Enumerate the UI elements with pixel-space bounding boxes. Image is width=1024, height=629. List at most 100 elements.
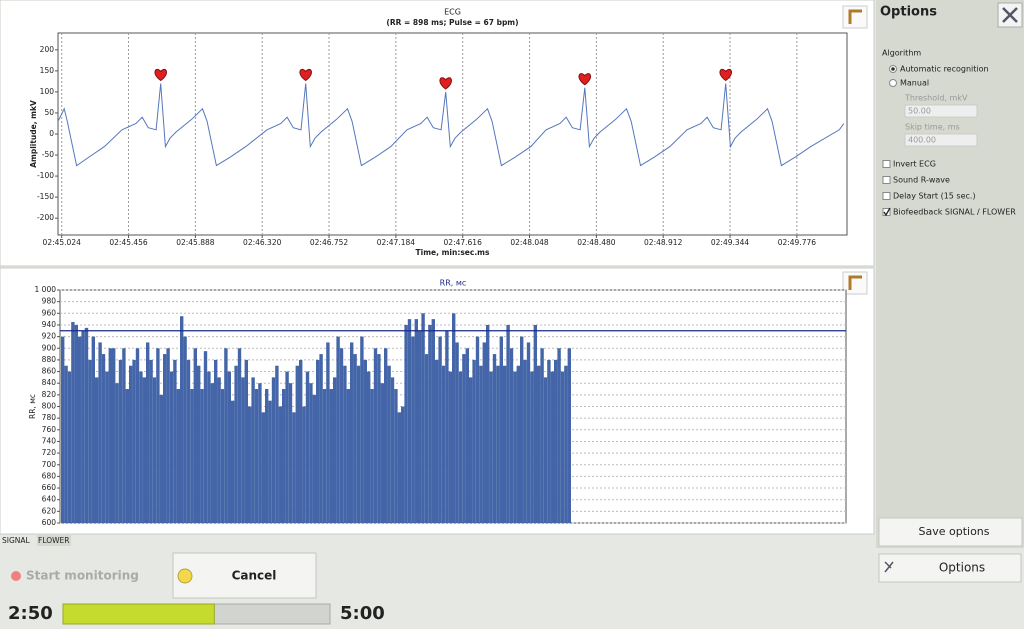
- rr-bar: [305, 371, 310, 523]
- rr-bar: [394, 389, 398, 523]
- rr-bar: [489, 371, 493, 523]
- rr-bar: [309, 383, 313, 523]
- rr-bar: [462, 354, 466, 523]
- rr-bar: [435, 359, 439, 523]
- rr-bar: [254, 389, 259, 523]
- rr-bar: [190, 389, 194, 523]
- rr-bar: [129, 365, 133, 523]
- chart-title: ECG: [444, 8, 461, 17]
- y-tick-label: 820: [42, 390, 57, 399]
- rr-bar: [390, 377, 395, 523]
- y-tick-label: -50: [42, 150, 54, 159]
- x-tick-label: 02:47.184: [377, 238, 416, 247]
- y-tick-label: -200: [37, 213, 54, 222]
- y-tick-label: 880: [42, 355, 57, 364]
- rr-bar: [526, 342, 531, 523]
- pin-icon[interactable]: [842, 271, 868, 295]
- rr-bar: [258, 383, 262, 523]
- rr-bar: [210, 383, 214, 523]
- skip-input[interactable]: [904, 133, 978, 147]
- cancel-button[interactable]: [172, 552, 317, 599]
- rr-bar: [146, 342, 150, 523]
- rr-bar: [560, 371, 565, 523]
- rr-bar: [169, 371, 174, 523]
- checkbox-label: Sound R-wave: [893, 176, 950, 185]
- radio[interactable]: [889, 79, 897, 87]
- y-tick-label: -150: [37, 192, 54, 201]
- rr-bar: [88, 359, 92, 523]
- rr-bar: [248, 406, 252, 523]
- rr-bar: [513, 371, 517, 523]
- rr-bar: [482, 342, 486, 523]
- rr-bar: [180, 316, 184, 523]
- checkbox[interactable]: [882, 160, 891, 168]
- rr-bar: [353, 354, 357, 523]
- r-peak-heart: [299, 68, 312, 82]
- rr-bar: [329, 389, 333, 523]
- plot-area: [57, 32, 848, 236]
- rr-bar: [265, 389, 269, 523]
- rr-bar: [176, 389, 180, 523]
- y-tick-label: 620: [42, 506, 57, 515]
- checkbox-label: Delay Start (15 sec.): [893, 192, 976, 201]
- x-tick-label: 02:46.320: [243, 238, 282, 247]
- rr-bar: [479, 365, 483, 523]
- y-tick-label: 860: [42, 367, 57, 376]
- threshold-input[interactable]: [904, 104, 978, 118]
- tab[interactable]: SIGNAL: [2, 536, 31, 545]
- rr-bar: [356, 365, 361, 523]
- rr-bar: [458, 371, 463, 523]
- tab[interactable]: FLOWER: [38, 536, 70, 545]
- y-tick-label: 980: [42, 297, 57, 306]
- pin-icon[interactable]: [842, 5, 868, 29]
- start-button[interactable]: Start monitoring: [26, 569, 139, 583]
- save-button[interactable]: [878, 517, 1023, 547]
- options-panel: [876, 0, 1024, 548]
- rr-bar: [380, 383, 384, 523]
- rr-bar: [261, 412, 265, 523]
- rr-bar: [547, 359, 551, 523]
- rr-bar: [363, 359, 367, 523]
- chart-subtitle: (RR = 898 ms; Pulse = 67 bpm): [386, 18, 518, 27]
- rr-bar: [156, 348, 160, 523]
- x-tick-label: 02:45.456: [109, 238, 148, 247]
- rr-bar: [241, 377, 245, 523]
- rr-bar: [200, 389, 204, 523]
- y-axis-label: RR, мс: [28, 394, 37, 419]
- options-button[interactable]: [878, 553, 1022, 583]
- rr-bar: [322, 389, 327, 523]
- y-tick-label: 740: [42, 436, 57, 445]
- radio-label: Automatic recognition: [900, 65, 989, 74]
- elapsed-time: 2:50: [8, 603, 53, 624]
- rr-bar: [469, 377, 473, 523]
- start-icon: [11, 571, 21, 581]
- checkbox[interactable]: [882, 176, 891, 184]
- y-tick-label: 1 000: [35, 285, 57, 294]
- checkbox-label: Invert ECG: [893, 160, 936, 169]
- y-tick-label: 150: [40, 66, 55, 75]
- rr-bar: [115, 383, 119, 523]
- y-tick-label: 780: [42, 413, 57, 422]
- x-tick-label: 02:49.344: [711, 238, 750, 247]
- rr-bar: [445, 330, 449, 523]
- rr-bar: [554, 359, 558, 523]
- y-tick-label: -100: [37, 171, 54, 180]
- options-button-label: Options: [939, 561, 985, 575]
- y-tick-label: 660: [42, 483, 57, 492]
- checkbox[interactable]: [882, 192, 891, 200]
- rr-bar: [251, 377, 255, 523]
- checkmark: [883, 207, 891, 217]
- rr-bar: [149, 359, 153, 523]
- ecg-line: [57, 83, 845, 167]
- rr-bar: [132, 359, 136, 523]
- rr-bar: [288, 383, 293, 523]
- rr-bar: [496, 365, 500, 523]
- tab-active[interactable]: [37, 535, 71, 546]
- checkbox[interactable]: [882, 208, 891, 216]
- rr-bar: [424, 354, 429, 523]
- y-tick-label: 800: [42, 402, 57, 411]
- rr-bar: [244, 359, 248, 523]
- r-peak-heart: [154, 68, 167, 82]
- rr-bar: [282, 389, 286, 523]
- rr-bar: [404, 324, 408, 523]
